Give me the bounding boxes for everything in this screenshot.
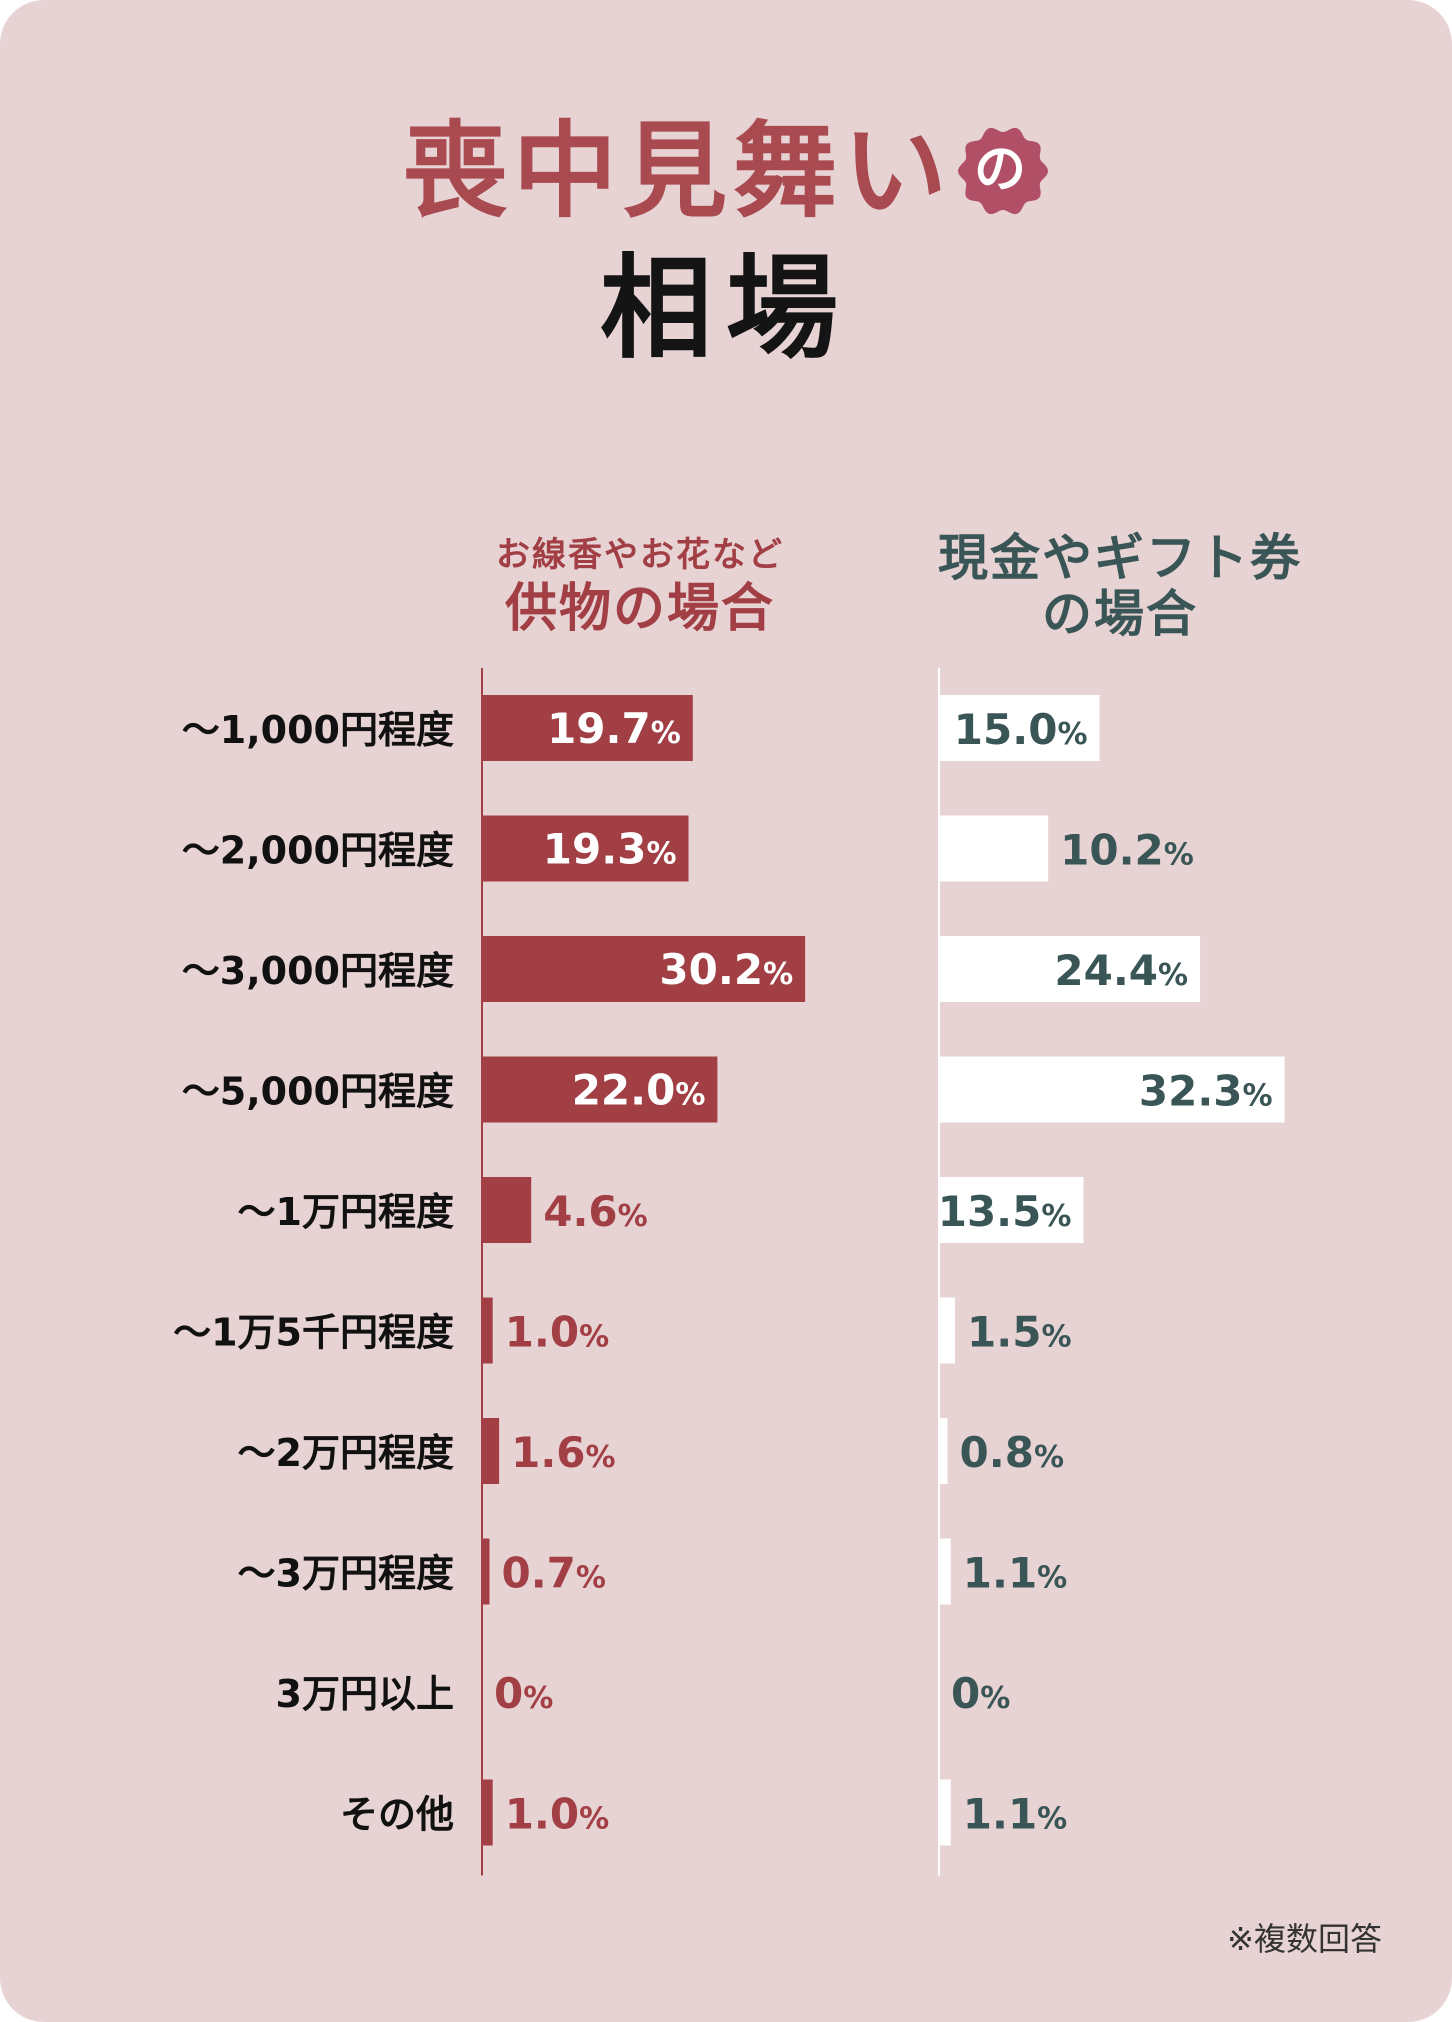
gift-column-title: 供物の場合 [504,579,775,639]
gift-bar-value-label: 0% [494,1669,553,1718]
category-label: ～5,000円程度 [182,1070,454,1114]
cash-bar [939,1418,948,1484]
cash-bar-value-label: 1.1% [963,1549,1067,1598]
category-label: ～3,000円程度 [182,949,454,993]
gift-bar-value-label: 1.0% [505,1308,609,1357]
cash-bar [939,936,1201,1002]
category-label: ～1万円程度 [238,1190,454,1234]
gift-bar [482,1297,493,1364]
category-label: ～1,000円程度 [182,708,454,752]
title-main-text: 喪中見舞い [402,110,953,232]
gift-column-header: お線香やお花など 供物の場合 [430,532,850,640]
gift-bar-value-label: 0.7% [501,1549,605,1598]
category-label: その他 [340,1793,454,1837]
gift-bar [482,1177,532,1243]
cash-bar [939,1297,956,1364]
cash-bar [939,1538,951,1605]
cash-column-title-line-2: の場合 [1042,585,1198,643]
gift-bar [482,1538,490,1605]
cash-bar [939,1056,1285,1123]
category-label: ～2,000円程度 [182,829,454,873]
gift-bar [482,1418,500,1484]
category-label: ～2万円程度 [238,1431,454,1475]
gift-bar-value-label: 1.6% [511,1428,615,1477]
badge-text: の [974,140,1032,200]
category-label: ～3万円程度 [238,1552,454,1596]
gift-bar-value-label: 4.6% [543,1187,647,1236]
cash-column-title-line-1: 現金やギフト券 [938,529,1302,587]
cash-column-header: 現金やギフト券 の場合 [900,530,1340,642]
cash-bar-value-label: 1.1% [963,1790,1067,1839]
category-label: ～1万5千円程度 [173,1311,454,1355]
title-line-1: 喪中見舞い の [0,86,1452,237]
cash-bar-value-label: 10.2% [1060,826,1194,875]
cash-bar [939,1779,951,1846]
badge-icon: の [957,125,1049,217]
cash-bar [939,815,1049,882]
gift-bar [482,1056,718,1123]
gift-bar [482,695,693,761]
cash-bar [939,695,1100,761]
gift-bar [482,1779,493,1846]
gift-bar [482,936,806,1002]
title-line-2: 相場 [600,244,852,374]
gift-column-subtitle: お線香やお花など [496,535,784,575]
gift-bar-value-label: 1.0% [505,1790,609,1839]
cash-bar-value-label: 0.8% [960,1428,1064,1477]
cash-bar-value-label: 0% [951,1669,1010,1718]
scalloped-badge-shape [958,127,1048,214]
gift-bar [482,815,689,882]
category-label: 3万円以上 [276,1672,454,1716]
cash-bar [939,1177,1084,1243]
footnote: ※複数回答 [1227,1920,1382,1958]
cash-bar-value-label: 1.5% [967,1308,1071,1357]
